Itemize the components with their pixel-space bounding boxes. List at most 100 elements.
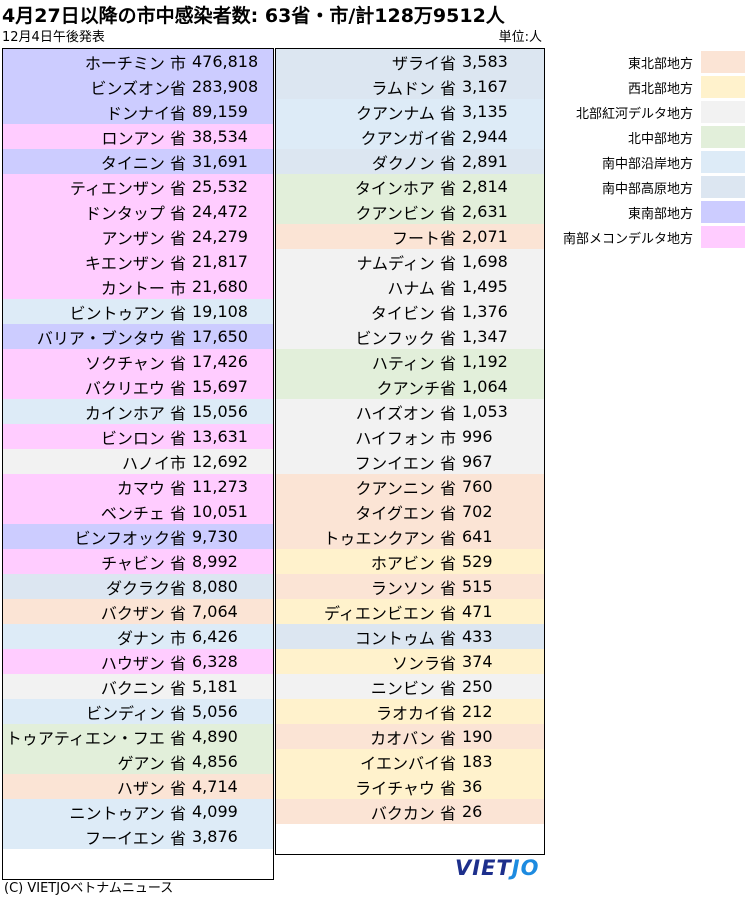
table-row: ロンアン 省 38,534 (3, 124, 273, 149)
province-name: ハウザン 省 (100, 653, 186, 673)
case-count: 433 (462, 627, 493, 646)
case-count: 476,818 (192, 52, 259, 71)
table-row: トゥエンクアン 省 641 (276, 524, 544, 549)
table-row: イエンバイ省 183 (276, 749, 544, 774)
legend-swatch (701, 226, 745, 248)
copyright-footer: (C) VIETJOベトナムニュース (4, 881, 174, 896)
table-row: フート省 2,071 (276, 224, 544, 249)
case-count: 2,891 (462, 152, 508, 171)
province-name: ラオカイ省 (375, 703, 456, 723)
table-row: ランソン 省 515 (276, 574, 544, 599)
case-count: 374 (462, 652, 493, 671)
province-name: ビンフオック省 (74, 528, 186, 548)
case-count: 967 (462, 452, 493, 471)
case-count: 12,692 (192, 452, 248, 471)
province-name: キエンザン 省 (84, 253, 186, 273)
province-name: イエンバイ省 (360, 753, 456, 773)
province-name: ハノイ市 (121, 453, 186, 473)
table-row: カマウ 省 11,273 (3, 474, 273, 499)
case-count: 8,992 (192, 552, 238, 571)
table-row: フーイエン 省 3,876 (3, 824, 273, 849)
case-count: 26 (462, 802, 483, 821)
table-row: ソクチャン 省 17,426 (3, 349, 273, 374)
table-row: バクカン 省 26 (276, 799, 544, 824)
table-row: タイビン 省 1,376 (276, 299, 544, 324)
case-count: 11,273 (192, 477, 248, 496)
province-name: コントゥム 省 (354, 628, 456, 648)
table-row: タイグエン 省 702 (276, 499, 544, 524)
province-name: ビンディン 省 (86, 703, 186, 723)
table-row: ハイズオン 省 1,053 (276, 399, 544, 424)
case-count: 21,817 (192, 252, 248, 271)
province-name: クアンガイ省 (360, 128, 456, 148)
province-name: ハナム 省 (387, 278, 456, 298)
table-row: ナムディン 省 1,698 (276, 249, 544, 274)
province-name: バクザン 省 (100, 603, 186, 623)
table-row: バクザン 省 7,064 (3, 599, 273, 624)
table-row: ビンロン 省 13,631 (3, 424, 273, 449)
province-name: カオバン 省 (370, 728, 456, 748)
case-count: 2,071 (462, 227, 508, 246)
table-row: コントゥム 省 433 (276, 624, 544, 649)
table-row: ドンタップ 省 24,472 (3, 199, 273, 224)
case-count: 3,167 (462, 77, 508, 96)
province-name: ビンロン 省 (100, 428, 186, 448)
case-count: 283,908 (192, 77, 259, 96)
legend-label: 北部紅河デルタ地方 (575, 106, 693, 122)
province-name: タイニン 省 (100, 153, 186, 173)
legend-item: 東南部地方 (548, 200, 748, 224)
case-count: 2,814 (462, 177, 508, 196)
table-row: ディエンビエン 省 471 (276, 599, 544, 624)
province-name: ドンナイ省 (105, 103, 186, 123)
legend-label: 北中部地方 (627, 131, 693, 147)
province-name: フンイエン 省 (354, 453, 456, 473)
case-count: 4,890 (192, 727, 238, 746)
page-title: 4月27日以降の市中感染者数: 63省・市/計128万9512人 (2, 5, 505, 27)
case-count: 702 (462, 502, 493, 521)
table-row: ラムドン 省 3,167 (276, 74, 544, 99)
province-name: クアンビン 省 (355, 203, 456, 223)
case-count: 3,583 (462, 52, 508, 71)
legend-item: 南部メコンデルタ地方 (548, 225, 748, 249)
table-row: ティエンザン 省 25,532 (3, 174, 273, 199)
legend-label: 南部メコンデルタ地方 (562, 231, 693, 247)
table-row: フンイエン 省 967 (276, 449, 544, 474)
announcement-date: 12月4日午後発表 (2, 30, 105, 45)
table-row: アンザン 省 24,279 (3, 224, 273, 249)
province-name: ライチャウ 省 (355, 778, 456, 798)
table-left-column: ホーチミン 市 476,818 ビンズオン省 283,908 ドンナイ省 89,159 ロン… (2, 48, 274, 880)
province-name: バクカン 省 (370, 803, 456, 823)
province-name: ゲアン 省 (117, 753, 186, 773)
case-count: 183 (462, 752, 493, 771)
table-row: ダクラク省 8,080 (3, 574, 273, 599)
table-row: ハザン 省 4,714 (3, 774, 273, 799)
province-name: ラムドン 省 (371, 78, 456, 98)
case-count: 17,426 (192, 352, 248, 371)
case-count: 7,064 (192, 602, 238, 621)
case-count: 19,108 (192, 302, 248, 321)
unit-label: 単位:人 (498, 30, 542, 45)
case-count: 6,328 (192, 652, 238, 671)
table-row: カオバン 省 190 (276, 724, 544, 749)
province-name: ティエンザン 省 (69, 178, 186, 198)
table-row: タイニン 省 31,691 (3, 149, 273, 174)
case-count: 5,181 (192, 677, 238, 696)
table-row: トゥアティエン・フエ 省 4,890 (3, 724, 273, 749)
case-count: 4,856 (192, 752, 238, 771)
table-row: カントー 市 21,680 (3, 274, 273, 299)
table-row: ダクノン 省 2,891 (276, 149, 544, 174)
case-count: 10,051 (192, 502, 248, 521)
table-row: ハノイ市 12,692 (3, 449, 273, 474)
case-count: 2,944 (462, 127, 508, 146)
table-row: クアンナム 省 3,135 (276, 99, 544, 124)
case-count: 212 (462, 702, 493, 721)
table-row: クアンビン 省 2,631 (276, 199, 544, 224)
case-count: 1,064 (462, 377, 508, 396)
legend-label: 南中部沿岸地方 (601, 156, 693, 172)
case-count: 529 (462, 552, 493, 571)
legend-swatch (701, 201, 745, 223)
legend-label: 東南部地方 (627, 206, 693, 222)
legend-swatch (701, 51, 745, 73)
case-count: 515 (462, 577, 493, 596)
table-row: ライチャウ 省 36 (276, 774, 544, 799)
